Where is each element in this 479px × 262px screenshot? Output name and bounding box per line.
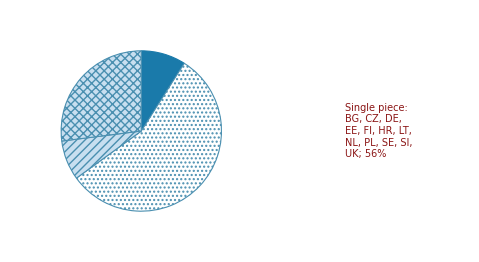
Wedge shape — [62, 131, 141, 178]
Wedge shape — [61, 51, 141, 141]
Text: Single piece:
BG, CZ, DE,
EE, FI, HR, LT,
NL, PL, SE, SI,
UK; 56%: Single piece: BG, CZ, DE, EE, FI, HR, LT… — [345, 103, 412, 159]
Wedge shape — [77, 63, 221, 211]
Wedge shape — [141, 51, 184, 131]
